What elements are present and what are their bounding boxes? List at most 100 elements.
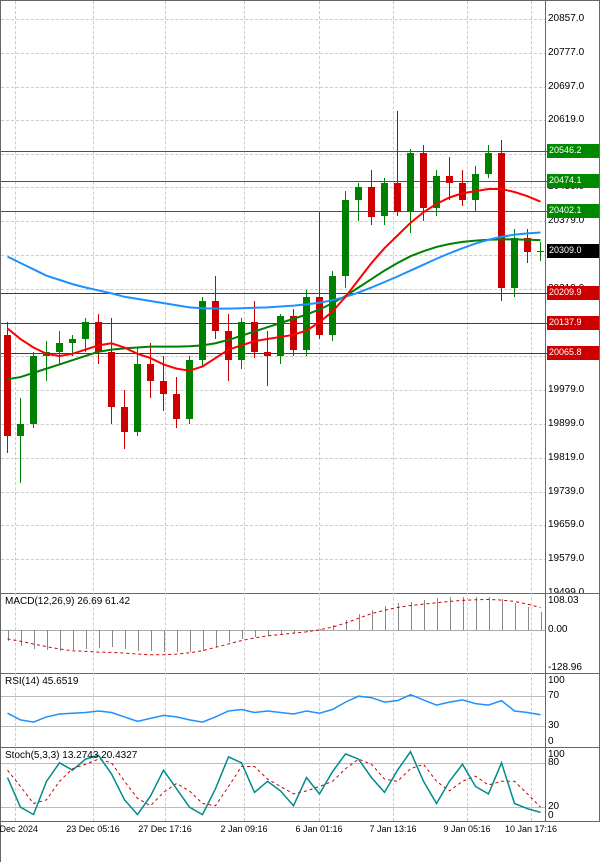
macd-histogram-bar xyxy=(242,630,243,638)
macd-histogram-bar xyxy=(73,630,74,650)
candle-body xyxy=(446,176,453,182)
macd-yaxis: 108.030.00-128.96 xyxy=(545,593,599,673)
gridline-horizontal xyxy=(1,525,547,526)
candle-body xyxy=(82,322,89,339)
stoch-yaxis: 10080200 xyxy=(545,747,599,821)
rsi-label: RSI(14) 45.6519 xyxy=(5,676,78,687)
candle-body xyxy=(524,238,531,253)
price-tick: 19899.0 xyxy=(548,418,584,429)
candle-body xyxy=(95,322,102,352)
macd-histogram-bar xyxy=(398,603,399,630)
candle-wick xyxy=(46,341,47,381)
macd-panel[interactable]: MACD(12,26,9) 26.69 61.42 xyxy=(1,593,547,673)
macd-zero-line xyxy=(1,630,547,631)
macd-histogram-bar xyxy=(190,630,191,652)
gridline-horizontal xyxy=(1,53,547,54)
gridline-horizontal xyxy=(1,492,547,493)
candle-body xyxy=(342,200,349,276)
stoch-panel[interactable]: Stoch(5,3,3) 13.2743 20.4327 xyxy=(1,747,547,821)
stoch-label: Stoch(5,3,3) 13.2743 20.4327 xyxy=(5,750,137,761)
candle-body xyxy=(69,339,76,343)
line-path xyxy=(1,1,547,593)
macd-histogram-bar xyxy=(177,630,178,652)
price-tick: 19739.0 xyxy=(548,486,584,497)
macd-histogram-bar xyxy=(346,620,347,630)
candle-body xyxy=(316,297,323,335)
price-panel[interactable] xyxy=(1,1,547,593)
macd-histogram-bar xyxy=(203,630,204,650)
candle-wick xyxy=(20,398,21,483)
candle-body xyxy=(147,364,154,381)
macd-histogram-bar xyxy=(476,597,477,631)
macd-label: MACD(12,26,9) 26.69 61.42 xyxy=(5,596,130,607)
time-tick: 23 Dec 05:16 xyxy=(66,824,120,834)
candle-body xyxy=(173,394,180,419)
macd-histogram-bar xyxy=(47,630,48,650)
macd-histogram-bar xyxy=(8,630,9,640)
candle-body xyxy=(199,301,206,360)
macd-histogram-bar xyxy=(112,630,113,647)
macd-histogram-bar xyxy=(268,630,269,635)
candle-body xyxy=(238,322,245,360)
candle-body xyxy=(134,364,141,432)
stoch-tick: 0 xyxy=(548,810,554,821)
candle-body xyxy=(303,297,310,350)
candle-body xyxy=(355,187,362,200)
time-tick: 27 Dec 17:16 xyxy=(138,824,192,834)
macd-histogram-bar xyxy=(515,603,516,631)
macd-histogram-bar xyxy=(216,630,217,646)
macd-histogram-bar xyxy=(437,598,438,630)
candle-body xyxy=(4,335,11,436)
candle-body xyxy=(420,153,427,208)
gridline-horizontal xyxy=(1,19,547,20)
macd-histogram-bar xyxy=(281,630,282,634)
macd-histogram-bar xyxy=(86,630,87,649)
candle-body xyxy=(56,343,63,351)
price-tick: 19659.0 xyxy=(548,519,584,530)
candle-body xyxy=(160,381,167,394)
gridline-horizontal xyxy=(1,424,547,425)
gridline-vertical xyxy=(165,1,166,821)
stoch-tick: 80 xyxy=(548,757,559,768)
gridline-horizontal xyxy=(1,255,547,256)
time-tick: 2 Jan 09:16 xyxy=(220,824,267,834)
candle-body xyxy=(459,183,466,200)
macd-tick: 108.03 xyxy=(548,595,579,606)
rsi-panel[interactable]: RSI(14) 45.6519 xyxy=(1,673,547,747)
stoch-level-line xyxy=(1,763,547,764)
level-label: 20402.1 xyxy=(547,204,599,218)
macd-histogram-bar xyxy=(229,630,230,642)
time-tick: 9 Dec 2024 xyxy=(0,824,38,834)
level-label: 20137.9 xyxy=(547,316,599,330)
gridline-horizontal xyxy=(1,154,547,155)
price-tick: 20777.0 xyxy=(548,47,584,58)
gridline-horizontal xyxy=(1,356,547,357)
time-tick: 10 Jan 17:16 xyxy=(505,824,557,834)
candle-body xyxy=(498,153,505,288)
trading-chart[interactable]: 20857.020777.020697.020619.020539.020459… xyxy=(0,0,600,862)
price-tick: 20697.0 xyxy=(548,81,584,92)
level-line xyxy=(1,151,547,152)
candle-body xyxy=(277,316,284,356)
gridline-horizontal xyxy=(1,221,547,222)
gridline-vertical xyxy=(93,1,94,821)
macd-histogram-bar xyxy=(21,630,22,645)
macd-histogram-bar xyxy=(99,630,100,648)
line-path xyxy=(1,674,547,748)
time-xaxis: 9 Dec 2024 23 Dec 05:16 27 Dec 17:16 2 Jan … xyxy=(1,821,600,863)
candle-body xyxy=(433,176,440,208)
macd-histogram-bar xyxy=(333,625,334,630)
macd-histogram-bar xyxy=(450,597,451,630)
macd-histogram-bar xyxy=(359,614,360,630)
gridline-vertical xyxy=(319,1,320,821)
gridline-horizontal xyxy=(1,390,547,391)
macd-histogram-bar xyxy=(125,630,126,649)
gridline-horizontal xyxy=(1,120,547,121)
current-price-label: 20309.0 xyxy=(547,244,599,258)
rsi-yaxis: 10070300 xyxy=(545,673,599,747)
candle-body xyxy=(108,352,115,407)
candle-body xyxy=(472,174,479,199)
macd-histogram-bar xyxy=(307,630,308,632)
macd-histogram-bar xyxy=(151,630,152,651)
candle-body xyxy=(329,276,336,335)
